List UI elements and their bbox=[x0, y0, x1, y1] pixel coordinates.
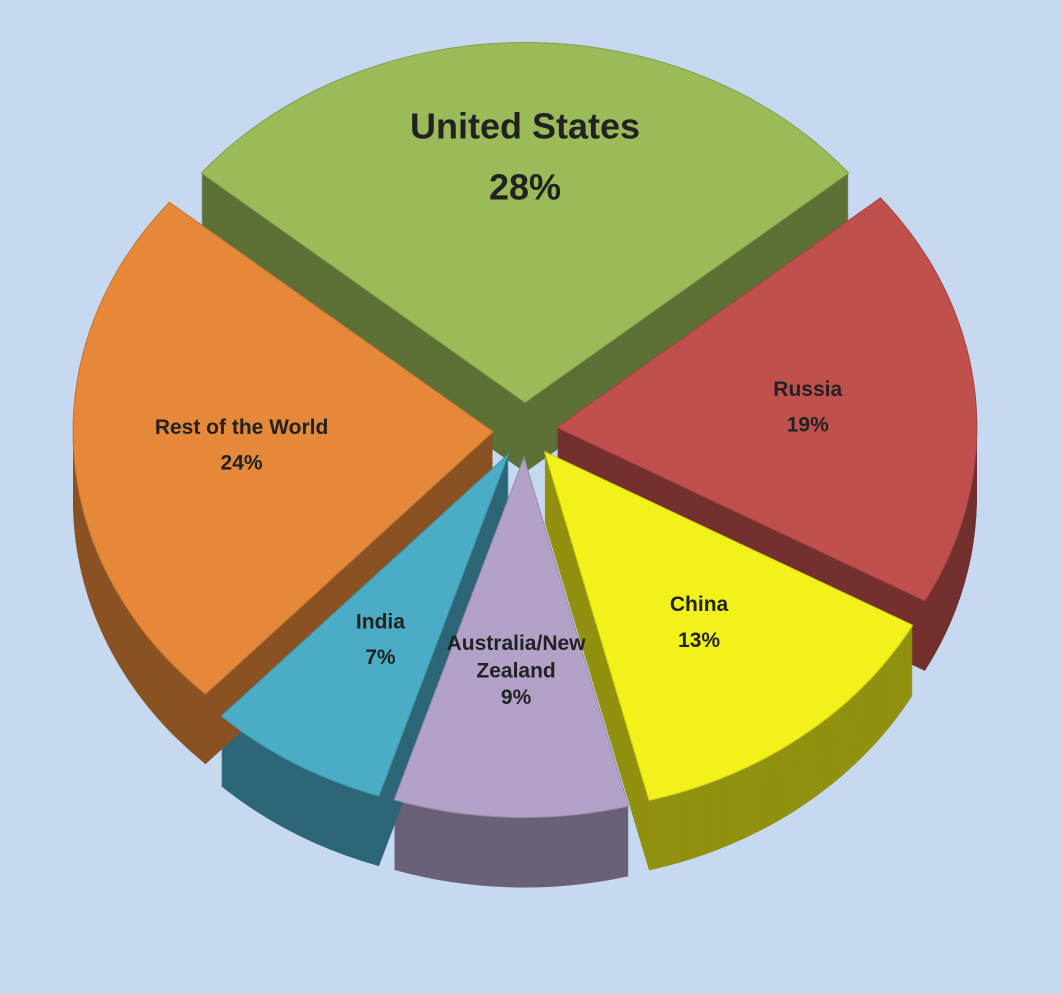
category-label: Rest of the World bbox=[155, 416, 328, 439]
value-label: 28% bbox=[489, 167, 561, 208]
slice bbox=[200, 41, 850, 404]
category-label: United States bbox=[410, 105, 640, 146]
value-label: 7% bbox=[365, 646, 396, 669]
slice bbox=[543, 450, 914, 802]
value-label: 19% bbox=[787, 414, 829, 437]
slice bbox=[555, 197, 978, 602]
category-label: Australia/New Zealand bbox=[447, 632, 587, 682]
labels: United States 28% Russia 19% China 13% Austral… bbox=[155, 105, 843, 709]
category-label: Russia bbox=[773, 378, 842, 401]
value-label: 13% bbox=[678, 629, 720, 652]
value-label: 9% bbox=[501, 686, 532, 709]
value-label: 24% bbox=[221, 452, 263, 475]
slice bbox=[220, 453, 510, 797]
category-label: India bbox=[356, 610, 405, 633]
slices bbox=[72, 41, 978, 818]
slice bbox=[72, 201, 494, 695]
category-label: China bbox=[670, 593, 729, 616]
slice bbox=[393, 455, 630, 818]
